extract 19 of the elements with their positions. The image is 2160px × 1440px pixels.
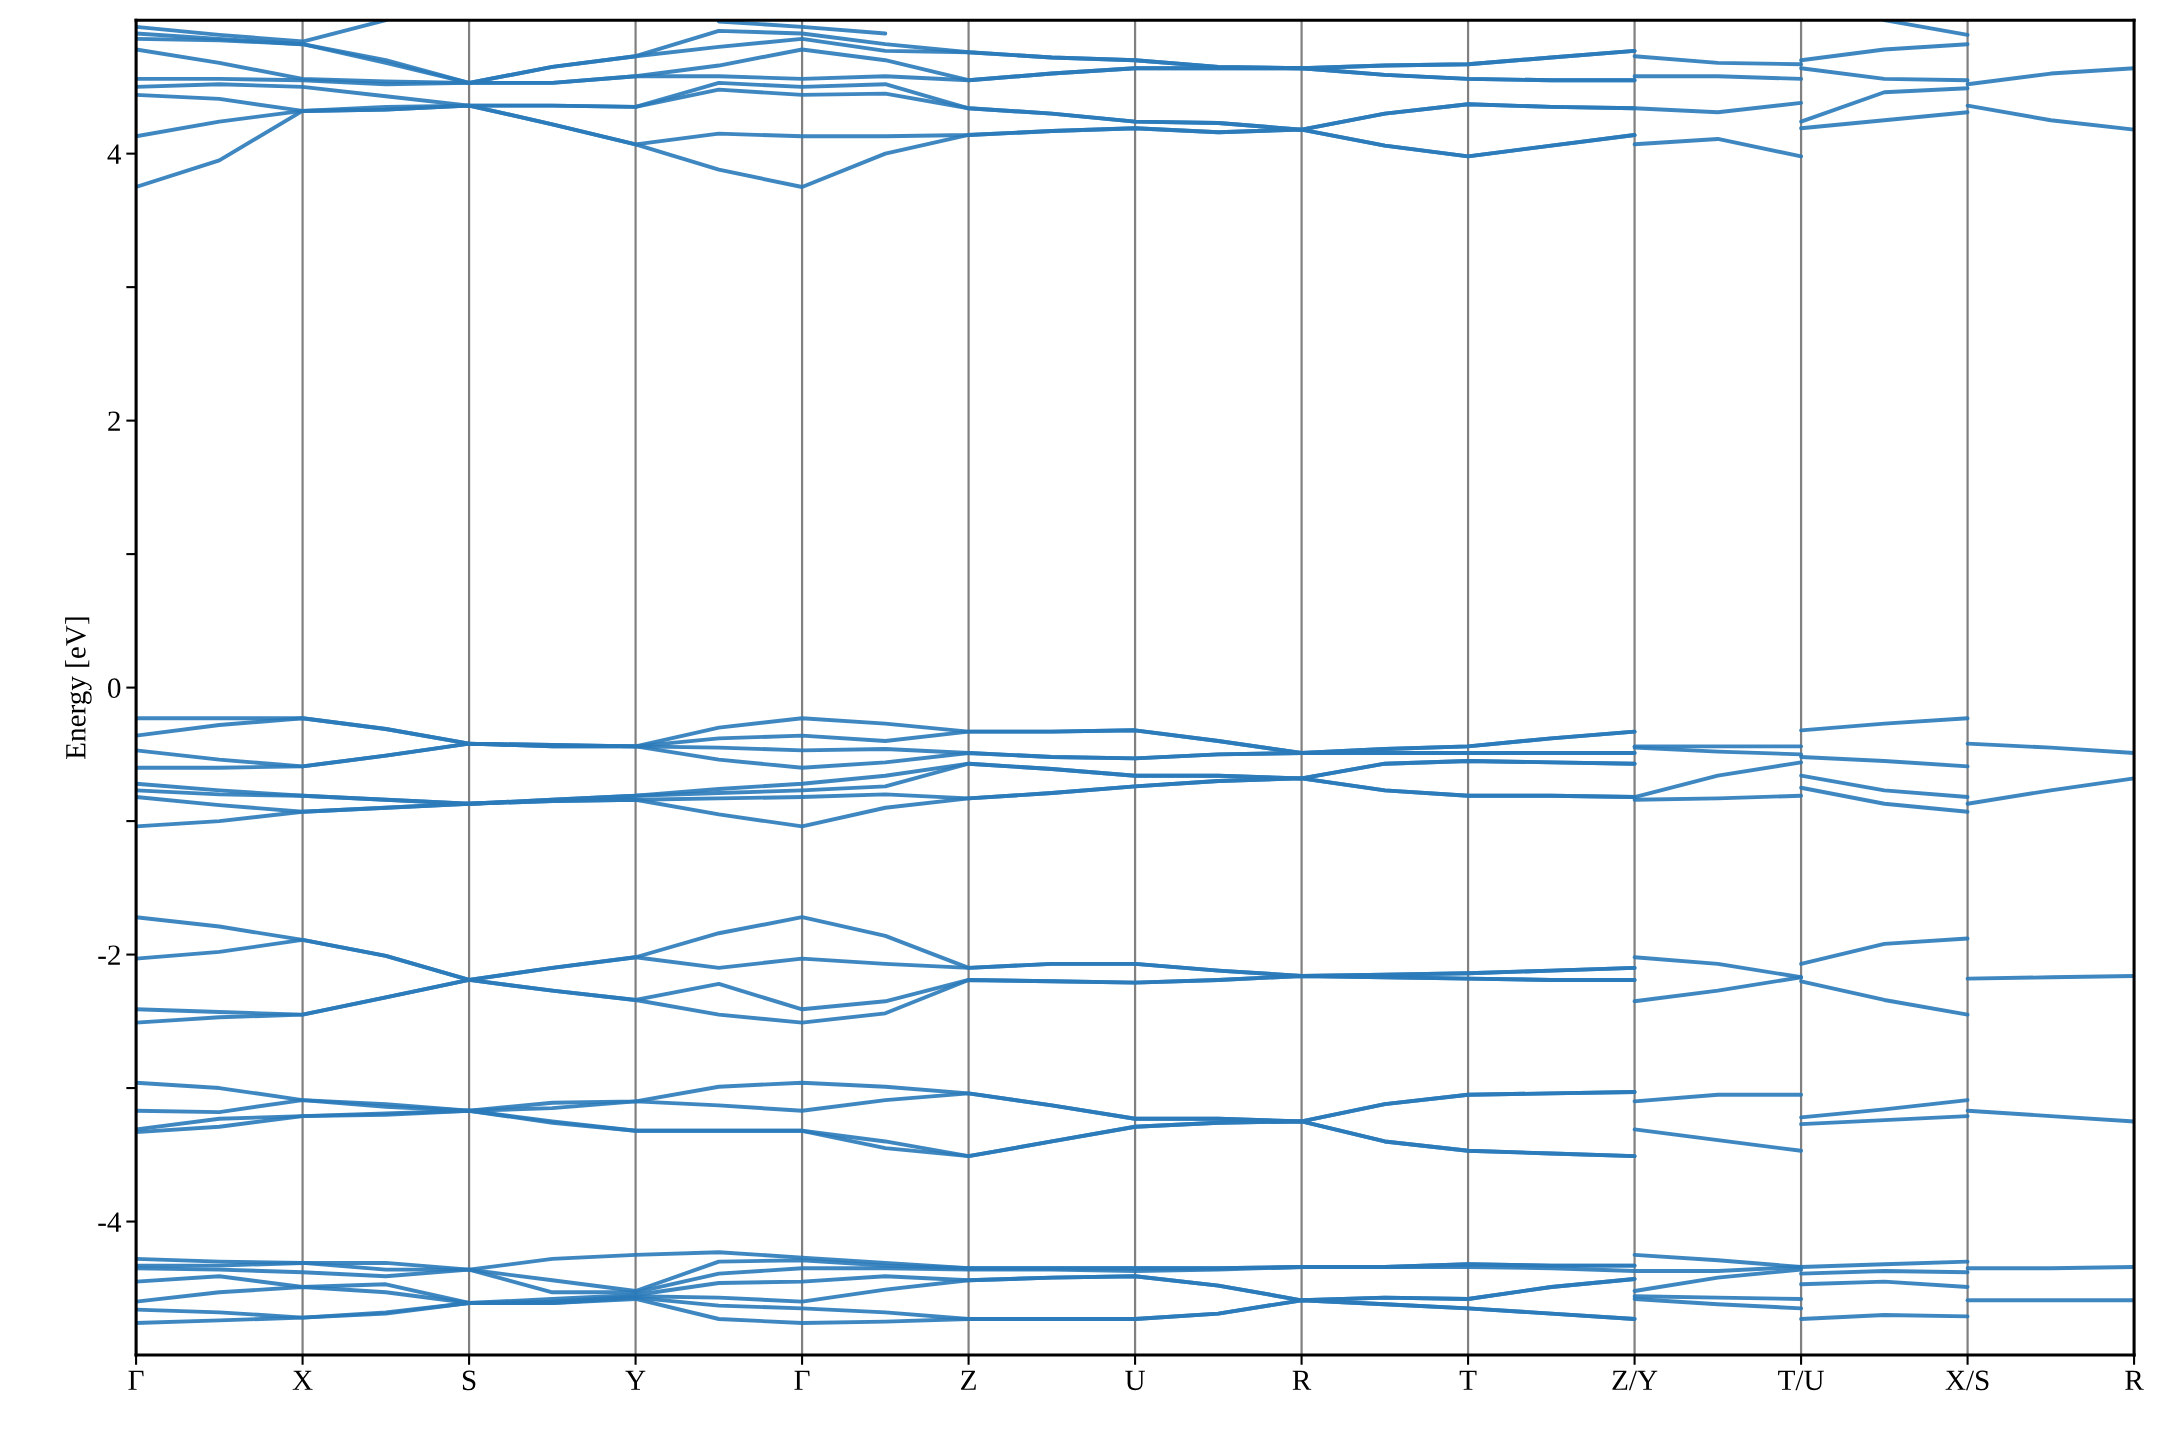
x-tick-label: S — [462, 1370, 476, 1391]
y-tick-label: 2 — [108, 411, 120, 431]
x-tick-label: X — [292, 1370, 313, 1390]
x-tick-label: R — [2125, 1370, 2144, 1390]
x-tick-label: U — [1125, 1370, 1145, 1391]
x-tick-label: Γ — [794, 1370, 810, 1390]
y-tick-label: 0 — [108, 678, 121, 699]
x-tick-label: Γ — [128, 1370, 144, 1390]
x-tick-label: Z/Y — [1612, 1370, 1658, 1391]
x-tick-label: Z — [961, 1370, 976, 1390]
y-tick-label: -4 — [98, 1212, 122, 1232]
x-tick-label: T — [1459, 1370, 1477, 1390]
y-axis-title: Energy [eV] — [65, 617, 92, 759]
y-tick-label: 4 — [107, 144, 122, 164]
x-tick-label: X/S — [1945, 1370, 1989, 1391]
x-tick-label: T/U — [1778, 1370, 1824, 1391]
x-tick-label: R — [1292, 1370, 1312, 1390]
y-tick-label: -2 — [98, 945, 120, 965]
x-tick-label: Y — [625, 1370, 646, 1390]
